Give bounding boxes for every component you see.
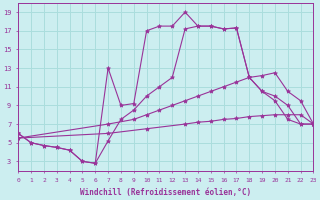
X-axis label: Windchill (Refroidissement éolien,°C): Windchill (Refroidissement éolien,°C)	[80, 188, 252, 197]
